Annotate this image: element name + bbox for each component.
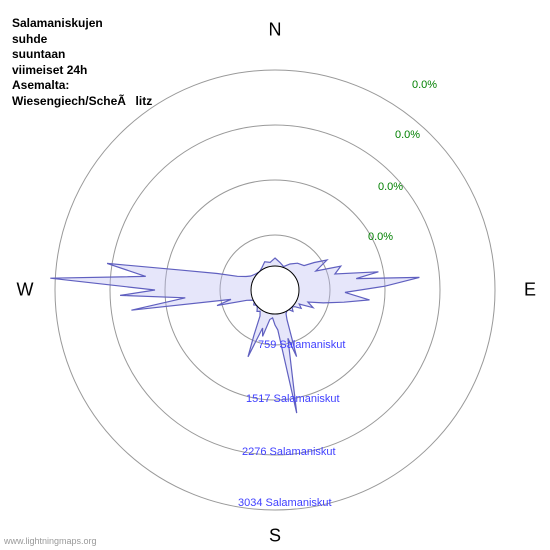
ring-percent-label: 0.0% bbox=[378, 181, 403, 193]
compass-w: W bbox=[17, 280, 34, 301]
data-count-label: 2276 Salamaniskut bbox=[242, 446, 336, 458]
data-count-label: 759 Salamaniskut bbox=[258, 339, 345, 351]
footer-link[interactable]: www.lightningmaps.org bbox=[4, 536, 97, 546]
polar-chart-container: 0.0% 0.0% 0.0% 0.0% 759 Salamaniskut 1517 Sal… bbox=[0, 0, 550, 550]
chart-title: Salamaniskujen suhde suuntaan viimeiset … bbox=[12, 16, 152, 110]
compass-s: S bbox=[269, 526, 281, 547]
data-count-label: 1517 Salamaniskut bbox=[246, 393, 340, 405]
compass-n: N bbox=[269, 20, 282, 41]
ring-percent-label: 0.0% bbox=[395, 129, 420, 141]
ring-percent-label: 0.0% bbox=[412, 79, 437, 91]
data-count-label: 3034 Salamaniskut bbox=[238, 497, 332, 509]
compass-e: E bbox=[524, 280, 536, 301]
ring-percent-label: 0.0% bbox=[368, 231, 393, 243]
